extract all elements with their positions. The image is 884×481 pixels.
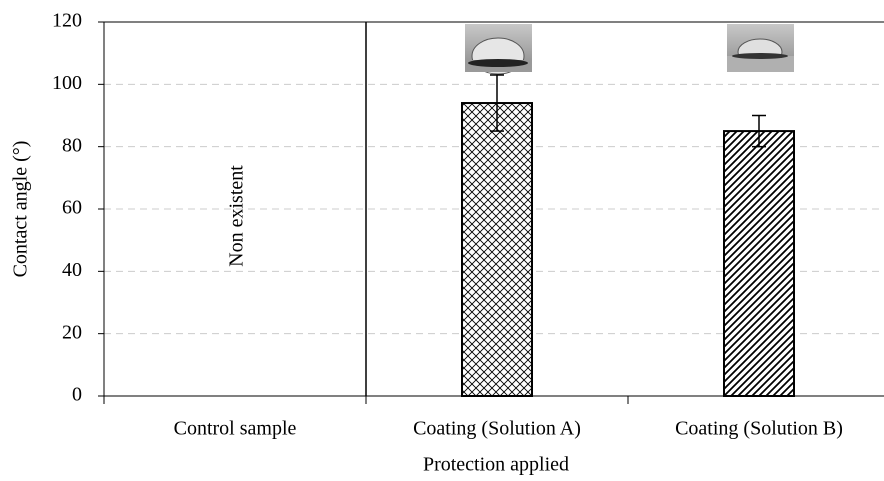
y-axis-title: Contact angle (°) bbox=[10, 141, 32, 278]
droplet-image bbox=[465, 24, 532, 75]
y-tick-label: 120 bbox=[52, 10, 82, 32]
y-tick-label: 20 bbox=[62, 321, 82, 343]
y-tick-label: 0 bbox=[72, 384, 82, 406]
error-bar bbox=[752, 114, 766, 148]
y-tick-label: 60 bbox=[62, 197, 82, 219]
x-tick-label: Control sample bbox=[174, 418, 297, 440]
bar bbox=[723, 130, 795, 397]
error-bar bbox=[490, 74, 504, 132]
y-tick-label: 100 bbox=[52, 72, 82, 94]
x-tick-label: Coating (Solution A) bbox=[413, 418, 581, 440]
x-tick-label: Coating (Solution B) bbox=[675, 418, 843, 440]
annotation: Non existent bbox=[226, 165, 248, 267]
x-axis-title: Protection applied bbox=[423, 454, 569, 476]
droplet-image bbox=[727, 24, 794, 72]
y-tick-label: 80 bbox=[62, 134, 82, 156]
y-tick-label: 40 bbox=[62, 259, 82, 281]
bar bbox=[461, 102, 533, 398]
